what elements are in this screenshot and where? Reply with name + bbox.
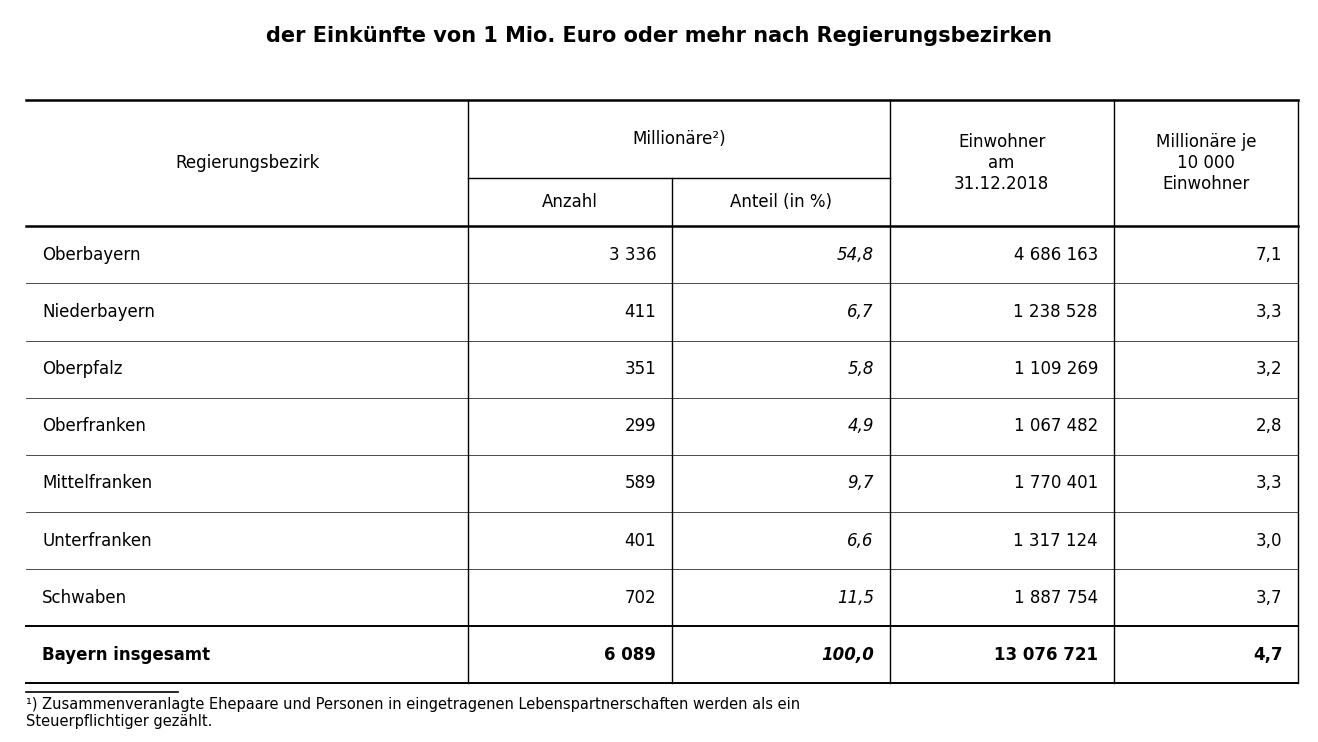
Text: Regierungsbezirk: Regierungsbezirk bbox=[175, 154, 319, 172]
Text: ¹) Zusammenveranlagte Ehepaare und Personen in eingetragenen Lebenspartnerschaft: ¹) Zusammenveranlagte Ehepaare und Perso… bbox=[26, 697, 800, 729]
Text: Einwohner
am
31.12.2018: Einwohner am 31.12.2018 bbox=[954, 134, 1049, 193]
Text: 3,2: 3,2 bbox=[1256, 360, 1282, 378]
Text: Oberpfalz: Oberpfalz bbox=[42, 360, 123, 378]
Text: 401: 401 bbox=[625, 531, 656, 550]
Text: Oberfranken: Oberfranken bbox=[42, 417, 146, 436]
Text: Oberbayern: Oberbayern bbox=[42, 246, 141, 264]
Text: Unterfranken: Unterfranken bbox=[42, 531, 152, 550]
Text: 54,8: 54,8 bbox=[837, 246, 874, 264]
Text: 2,8: 2,8 bbox=[1256, 417, 1282, 436]
Text: 7,1: 7,1 bbox=[1256, 246, 1282, 264]
Text: 1 770 401: 1 770 401 bbox=[1014, 474, 1098, 493]
Text: Mittelfranken: Mittelfranken bbox=[42, 474, 153, 493]
Text: 6 089: 6 089 bbox=[605, 646, 656, 664]
Text: 351: 351 bbox=[625, 360, 656, 378]
Text: Bayern insgesamt: Bayern insgesamt bbox=[42, 646, 211, 664]
Text: Millionäre je
10 000
Einwohner: Millionäre je 10 000 Einwohner bbox=[1156, 134, 1256, 193]
Text: 3 336: 3 336 bbox=[609, 246, 656, 264]
Text: 299: 299 bbox=[625, 417, 656, 436]
Text: 3,0: 3,0 bbox=[1256, 531, 1282, 550]
Text: Millionäre²): Millionäre²) bbox=[631, 130, 726, 148]
Text: 3,3: 3,3 bbox=[1256, 474, 1282, 493]
Text: 1 317 124: 1 317 124 bbox=[1014, 531, 1098, 550]
Text: 3,3: 3,3 bbox=[1256, 303, 1282, 321]
Text: 1 238 528: 1 238 528 bbox=[1014, 303, 1098, 321]
Text: Anteil (in %): Anteil (in %) bbox=[730, 193, 832, 211]
Text: 589: 589 bbox=[625, 474, 656, 493]
Text: 13 076 721: 13 076 721 bbox=[994, 646, 1098, 664]
Text: Anzahl: Anzahl bbox=[542, 193, 598, 211]
Text: 6,6: 6,6 bbox=[847, 531, 874, 550]
Text: 100,0: 100,0 bbox=[821, 646, 874, 664]
Text: 3,7: 3,7 bbox=[1256, 588, 1282, 607]
Text: 1 067 482: 1 067 482 bbox=[1014, 417, 1098, 436]
Text: 9,7: 9,7 bbox=[847, 474, 874, 493]
Text: 4,7: 4,7 bbox=[1253, 646, 1282, 664]
Text: der Einkünfte von 1 Mio. Euro oder mehr nach Regierungsbezirken: der Einkünfte von 1 Mio. Euro oder mehr … bbox=[266, 26, 1052, 46]
Text: Niederbayern: Niederbayern bbox=[42, 303, 156, 321]
Text: 411: 411 bbox=[625, 303, 656, 321]
Text: 11,5: 11,5 bbox=[837, 588, 874, 607]
Text: Schwaben: Schwaben bbox=[42, 588, 128, 607]
Text: 4 686 163: 4 686 163 bbox=[1014, 246, 1098, 264]
Text: 702: 702 bbox=[625, 588, 656, 607]
Text: 1 109 269: 1 109 269 bbox=[1014, 360, 1098, 378]
Text: 6,7: 6,7 bbox=[847, 303, 874, 321]
Text: 1 887 754: 1 887 754 bbox=[1014, 588, 1098, 607]
Text: 4,9: 4,9 bbox=[847, 417, 874, 436]
Text: 5,8: 5,8 bbox=[847, 360, 874, 378]
